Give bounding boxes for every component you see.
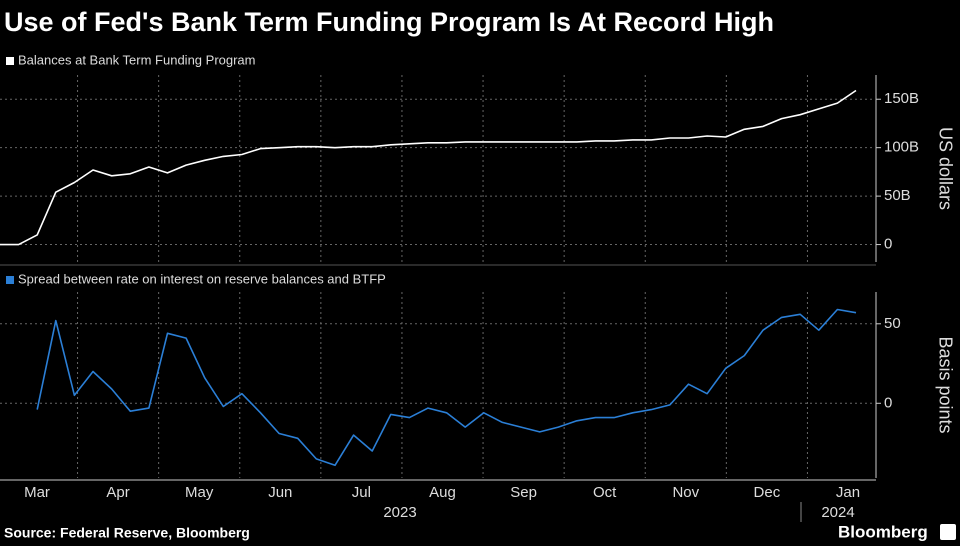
y-tick-label: 0	[884, 394, 892, 411]
chart-title: Use of Fed's Bank Term Funding Program I…	[4, 7, 774, 37]
y-tick-label: 50B	[884, 187, 911, 204]
y-tick-label: 0	[884, 236, 892, 253]
x-tick-label: Dec	[754, 484, 781, 501]
x-year-label: 2023	[383, 504, 416, 521]
x-tick-label: Jul	[352, 484, 371, 501]
x-tick-label: Aug	[429, 484, 456, 501]
y-axis-label: Basis points	[935, 336, 955, 433]
y-tick-label: 50	[884, 315, 901, 332]
x-tick-label: Apr	[106, 484, 129, 501]
x-year-label: 2024	[821, 504, 854, 521]
x-tick-label: Oct	[593, 484, 617, 501]
legend-label: Balances at Bank Term Funding Program	[18, 52, 256, 67]
series-line	[0, 89, 857, 246]
brand-icon	[940, 524, 956, 540]
x-tick-label: Nov	[672, 484, 699, 501]
x-tick-label: Sep	[510, 484, 537, 501]
y-tick-label: 150B	[884, 90, 919, 107]
x-tick-label: Mar	[24, 484, 50, 501]
x-tick-label: Jun	[268, 484, 292, 501]
legend-label: Spread between rate on interest on reser…	[18, 271, 386, 286]
y-tick-label: 100B	[884, 139, 919, 156]
x-tick-label: Jan	[836, 484, 860, 501]
legend-swatch	[6, 276, 14, 284]
x-tick-label: May	[185, 484, 214, 501]
legend-swatch	[6, 57, 14, 65]
series-line	[36, 308, 857, 467]
y-axis-label: US dollars	[935, 127, 955, 210]
brand: Bloomberg	[838, 522, 928, 541]
source: Source: Federal Reserve, Bloomberg	[4, 525, 250, 541]
